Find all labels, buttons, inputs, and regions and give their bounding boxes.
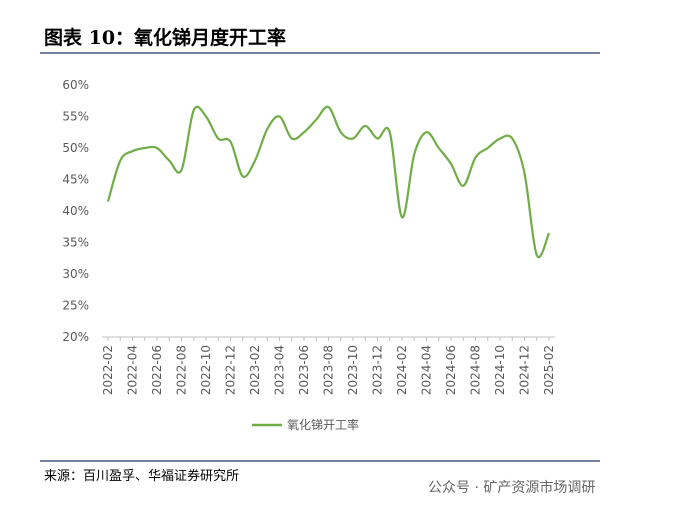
x-tick-label: 2024-04 bbox=[420, 345, 434, 395]
x-tick-label: 2025-02 bbox=[542, 345, 556, 395]
x-tick-label: 2022-06 bbox=[150, 345, 164, 395]
y-tick-label: 20% bbox=[62, 330, 89, 344]
x-tick-label: 2023-12 bbox=[371, 345, 385, 395]
x-tick-label: 2023-08 bbox=[322, 345, 336, 395]
source: 来源：百川盈孚、华福证券研究所 bbox=[44, 468, 239, 484]
data-line bbox=[106, 105, 551, 259]
x-tick-label: 2023-02 bbox=[248, 345, 262, 395]
x-tick-label: 2022-12 bbox=[224, 345, 238, 395]
x-tick-label: 2024-02 bbox=[395, 345, 409, 395]
y-tick-label: 45% bbox=[62, 173, 89, 187]
y-tick-label: 50% bbox=[62, 141, 89, 155]
x-tick-label: 2024-06 bbox=[444, 345, 458, 395]
x-tick-label: 2022-02 bbox=[101, 345, 115, 395]
y-tick-label: 55% bbox=[62, 110, 89, 124]
x-tick-label: 2024-10 bbox=[493, 345, 507, 395]
y-tick-label: 40% bbox=[62, 204, 89, 218]
x-tick-label: 2023-10 bbox=[346, 345, 360, 395]
y-tick-label: 35% bbox=[62, 236, 89, 250]
chart-title: 图表 10：氧化锑月度开工率 bbox=[44, 26, 286, 49]
legend-label: 氧化锑开工率 bbox=[287, 417, 359, 432]
x-tick-label: 2023-06 bbox=[297, 345, 311, 395]
x-tick-label: 2024-12 bbox=[518, 345, 532, 395]
watermark: 公众号 · 矿产资源市场调研 bbox=[428, 479, 595, 496]
y-tick-label: 25% bbox=[62, 299, 89, 313]
x-tick-label: 2024-08 bbox=[469, 345, 483, 395]
y-tick-label: 60% bbox=[62, 78, 89, 92]
y-tick-label: 30% bbox=[62, 267, 89, 281]
x-tick-label: 2022-04 bbox=[126, 345, 140, 395]
x-tick-label: 2022-10 bbox=[199, 345, 213, 395]
x-tick-label: 2023-04 bbox=[273, 345, 287, 395]
x-tick-label: 2022-08 bbox=[175, 345, 189, 395]
